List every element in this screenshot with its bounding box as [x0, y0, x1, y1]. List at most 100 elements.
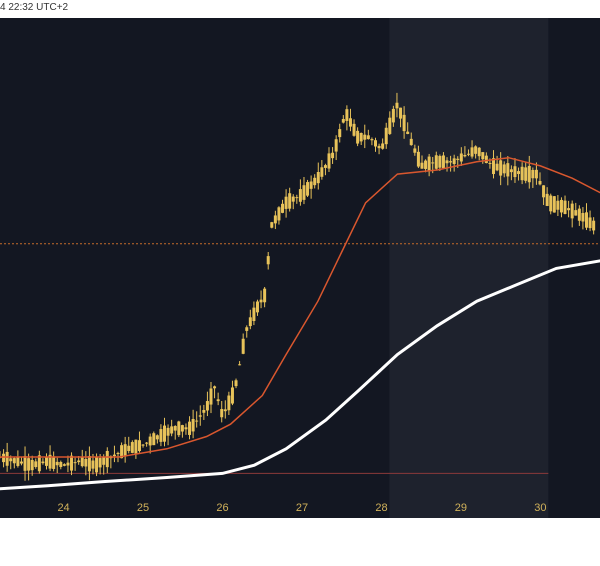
candle-body [295, 197, 299, 199]
candle [259, 290, 263, 309]
candle [87, 446, 91, 481]
candle [295, 194, 299, 204]
candle-body [524, 167, 528, 181]
candle-body [388, 117, 392, 134]
candle-body [112, 454, 116, 457]
candle [163, 417, 167, 447]
candle [127, 436, 131, 454]
candle-body [552, 196, 556, 213]
candle-body [266, 256, 270, 265]
candle-body [395, 102, 399, 109]
candle [327, 147, 331, 172]
candle [345, 105, 349, 131]
candle [12, 457, 16, 469]
candle [145, 442, 149, 447]
reference-lines [0, 243, 600, 474]
candle [170, 419, 174, 437]
candle [399, 107, 403, 128]
candle [173, 425, 177, 440]
candle-body [456, 158, 460, 160]
candle-body [48, 454, 52, 469]
candle [19, 456, 23, 466]
candle-body [517, 171, 521, 175]
candle [348, 108, 352, 132]
candle-body [95, 456, 99, 473]
candle-body [563, 200, 567, 214]
candle-body [484, 155, 488, 164]
candle-body [409, 138, 413, 146]
price-chart[interactable]: 24 25 26 27 28 29 30 [0, 18, 600, 518]
candle-body [259, 299, 263, 303]
candle-body [495, 163, 499, 171]
candle [23, 446, 27, 481]
candle-body [327, 153, 331, 169]
candle-body [252, 307, 256, 322]
candle [241, 333, 245, 355]
candle-body [542, 185, 546, 198]
candle [48, 445, 52, 472]
candle-body [134, 439, 138, 454]
candle [137, 431, 141, 453]
candle-body [338, 129, 342, 138]
candle [474, 145, 478, 159]
candle [59, 460, 63, 470]
candle-body [313, 177, 317, 186]
candle [266, 251, 270, 270]
candle-body [413, 148, 417, 153]
candle-body [188, 421, 192, 435]
candle [155, 434, 159, 444]
candle-body [191, 418, 195, 432]
candle-body [202, 410, 206, 413]
candle [223, 400, 227, 419]
candle-body [170, 426, 174, 434]
chart-canvas[interactable]: 24 25 26 27 28 29 30 [0, 18, 600, 518]
candle [531, 167, 535, 188]
candle-body [359, 132, 363, 142]
candle-body [66, 462, 70, 466]
candle [359, 132, 363, 146]
candle-body [123, 444, 127, 456]
candle-body [152, 433, 156, 446]
candle [213, 385, 217, 399]
candle-body [223, 409, 227, 412]
candle-body [309, 181, 313, 189]
candle-body [381, 143, 385, 149]
candle [370, 137, 374, 146]
candle-body [230, 387, 234, 404]
candle [248, 309, 252, 330]
candle [120, 442, 124, 459]
candle-body [205, 401, 209, 411]
candle [198, 405, 202, 426]
candle [52, 451, 56, 472]
candle [513, 158, 517, 183]
candle [552, 196, 556, 213]
candle-body [59, 461, 63, 467]
candle [373, 137, 377, 152]
highlight-bands [389, 18, 549, 518]
candle-body [502, 164, 506, 174]
candle-body [574, 210, 578, 216]
candle [549, 193, 553, 215]
candle-body [431, 162, 435, 164]
candle [434, 151, 438, 170]
candle [341, 115, 345, 124]
candle [298, 179, 302, 206]
candle-body [463, 155, 467, 157]
candle-body [298, 189, 302, 202]
candle [381, 138, 385, 150]
axis-strip [0, 518, 600, 566]
candle [520, 162, 524, 185]
candle-body [62, 464, 66, 466]
candle [284, 189, 288, 218]
candle-body [80, 457, 84, 467]
candle-body [19, 461, 23, 464]
candle-body [98, 458, 102, 468]
candle-body [520, 166, 524, 181]
candle [481, 152, 485, 164]
candle [230, 380, 234, 406]
candle-body [23, 456, 27, 471]
candle [41, 458, 45, 465]
candle-body [481, 152, 485, 160]
candle [409, 132, 413, 146]
candle [288, 187, 292, 212]
